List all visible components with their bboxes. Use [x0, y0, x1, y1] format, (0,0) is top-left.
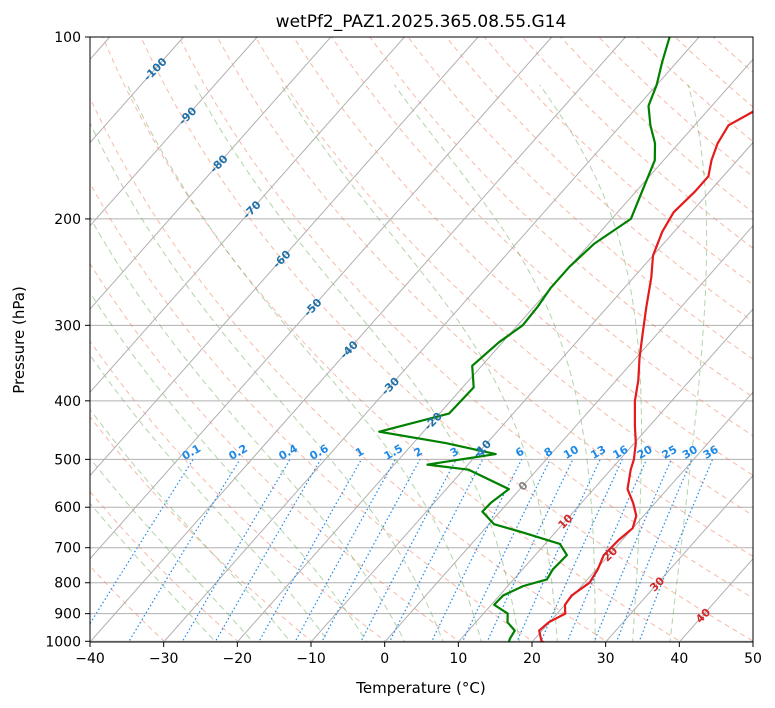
moist-adiabat: [90, 354, 330, 642]
dry-adiabat: [102, 37, 683, 642]
moist-adiabat: [194, 84, 520, 642]
y-tick-label: 700: [54, 541, 81, 557]
x-axis-label: Temperature (°C): [355, 679, 485, 697]
isotherm--40: [90, 37, 626, 642]
dry-adiabat: [90, 182, 535, 642]
dry-adiabat: [178, 37, 753, 599]
y-axis-label: Pressure (hPa): [10, 286, 28, 394]
mixing-ratio-line: [388, 459, 484, 642]
x-tick-label: 50: [744, 651, 762, 667]
moist-adiabat: [126, 84, 482, 642]
x-tick-label: 10: [449, 651, 467, 667]
isotherm-30: [604, 474, 753, 642]
y-tick-label: 500: [54, 452, 81, 468]
moist-adiabat: [90, 408, 292, 642]
dry-adiabat: [140, 37, 753, 642]
isotherm--10: [310, 141, 753, 642]
moist-adiabat: [280, 84, 558, 642]
y-tick-label: 900: [54, 607, 81, 623]
temperature-line: [538, 110, 753, 642]
dry-adiabat: [90, 96, 609, 642]
plot-area: 0.1 0.2 0.4 0.6 1 1.5 2 3 4 6 8 10 13 16 20 25 30 36-100-…: [90, 37, 753, 642]
mixing-ratio-layer: [90, 459, 714, 642]
isotherm--60: [90, 37, 479, 477]
x-tick-label: 0: [380, 651, 389, 667]
x-tick-label: −10: [296, 651, 326, 667]
moist-adiabat: [539, 84, 643, 642]
mixing-ratio-line: [127, 459, 241, 642]
moist-adiabat: [90, 291, 368, 642]
isotherm--100: [90, 37, 184, 144]
series-layer: [378, 37, 753, 642]
x-tick-label: 30: [597, 651, 615, 667]
mixing-ratio-line: [461, 459, 551, 642]
isotherm--80: [90, 37, 332, 310]
plot-frame: [89, 36, 754, 643]
dry-adiabat: [90, 490, 240, 642]
dry-adiabat: [369, 37, 753, 398]
chart-title: wetPf2_PAZ1.2025.365.08.55.G14: [276, 12, 567, 32]
y-tick-label: 600: [54, 500, 81, 516]
axis-layer: −40 −30 −20 −10 0 10 20 30 40 50 100 200 300 400 500 60…: [45, 30, 762, 667]
mixing-ratio-line: [430, 459, 523, 642]
dewpoint-line: [378, 37, 671, 642]
isotherm--90: [90, 37, 258, 227]
y-tick-label: 400: [54, 394, 81, 410]
dry-adiabat: [254, 37, 753, 517]
y-tick-label: 1000: [45, 634, 81, 650]
isotherm--20: [236, 58, 753, 642]
mixing-ratio-line: [540, 459, 623, 642]
isotherm-10: [457, 308, 753, 642]
x-tick-label: 40: [670, 651, 688, 667]
x-tick-label: −30: [149, 651, 179, 667]
isotherm-0: [383, 225, 753, 642]
y-tick-label: 300: [54, 318, 81, 334]
x-tick-label: −40: [75, 651, 105, 667]
dry-adiabat: [90, 262, 461, 642]
moist-adiabat: [90, 216, 406, 642]
mixing-ratio-line: [181, 459, 291, 642]
moist-adiabat: [90, 121, 444, 642]
y-tick-label: 800: [54, 576, 81, 592]
isotherm--30: [162, 37, 700, 642]
x-tick-label: 20: [523, 651, 541, 667]
isotherm--50: [90, 37, 553, 560]
y-tick-label: 200: [54, 212, 81, 228]
isotherm-20: [531, 391, 753, 642]
x-tick-label: −20: [223, 651, 253, 667]
moist-adiabat: [669, 84, 708, 642]
moist-adiabat: [393, 84, 596, 642]
isotherm-layer: [90, 37, 753, 642]
mixing-ratio-line: [258, 459, 362, 642]
mixing-ratio-line: [516, 459, 601, 642]
dry-adiabat: [445, 37, 753, 323]
y-tick-label: 100: [54, 30, 81, 46]
isotherm--70: [90, 37, 405, 394]
